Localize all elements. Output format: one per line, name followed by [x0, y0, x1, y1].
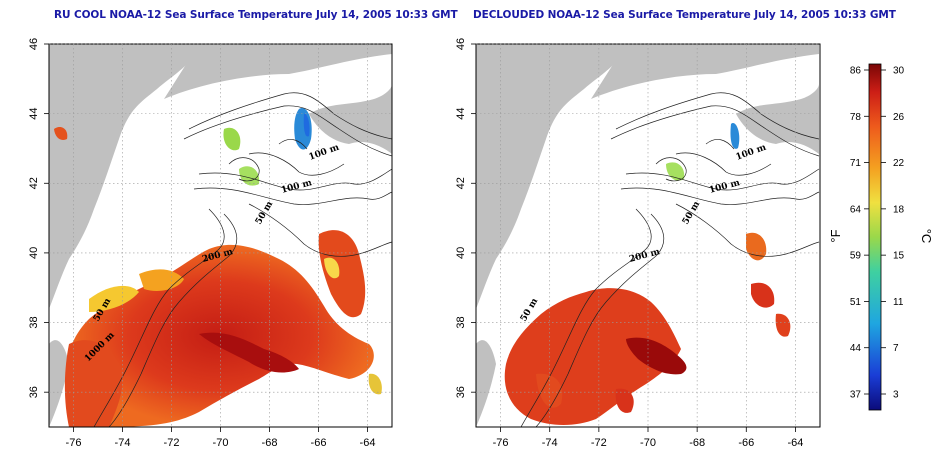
colorbar-c-label: 22	[893, 158, 905, 169]
y-tick-label: 40	[28, 247, 40, 259]
colorbar-f-label: 78	[850, 112, 862, 123]
right-panel-title: DECLOUDED NOAA-12 Sea Surface Temperatur…	[473, 9, 896, 21]
colorbar-c-label: 30	[893, 66, 905, 77]
colorbar-c-label: 7	[893, 343, 899, 354]
x-tick-label: -64	[360, 437, 376, 449]
graticule-grid	[49, 43, 820, 427]
colorbar-f-label: 71	[850, 158, 862, 169]
y-tick-label: 38	[28, 316, 40, 328]
x-tick-label: -76	[493, 437, 509, 449]
colorbar-f-label: 64	[850, 204, 862, 215]
y-tick-label: 44	[28, 108, 40, 120]
x-tick-label: -72	[164, 437, 180, 449]
y-tick-label: 40	[455, 247, 467, 259]
x-tick-label: -68	[262, 437, 278, 449]
colorbar-f-label: 51	[850, 297, 862, 308]
colorbar-c-label: 18	[893, 204, 905, 215]
x-tick-label: -68	[689, 437, 705, 449]
x-tick-label: -70	[213, 437, 229, 449]
x-tick-label: -76	[66, 437, 82, 449]
y-tick-label: 46	[455, 38, 467, 50]
colorbar-f-label: 44	[850, 343, 862, 354]
colorbar-c-label: 15	[893, 251, 905, 262]
x-tick-label: -66	[738, 437, 754, 449]
y-tick-label: 46	[28, 38, 40, 50]
x-tick-label: -64	[787, 437, 803, 449]
x-tick-label: -72	[591, 437, 607, 449]
fahrenheit-unit-label: °F	[828, 229, 843, 242]
y-tick-label: 42	[28, 177, 40, 189]
colorbar-ticks: 86 30 78 26 71 22 64 18 59 15 51 11 44 7 37 3	[850, 66, 905, 401]
celsius-unit-label: °C	[919, 229, 934, 244]
x-tick-label: -66	[311, 437, 327, 449]
y-tick-label: 42	[455, 177, 467, 189]
left-panel-title: RU COOL NOAA-12 Sea Surface Temperature …	[54, 9, 458, 21]
left-map-panel: 100 m 100 m 50 m 200 m 50 m 1000 m	[48, 43, 393, 428]
x-tick-label: -70	[640, 437, 656, 449]
y-tick-label: 36	[455, 386, 467, 398]
y-tick-label: 36	[28, 386, 40, 398]
colorbar-c-label: 11	[893, 297, 904, 308]
colorbar-f-label: 37	[850, 390, 862, 401]
axis-ticks: -76 -74 -72 -70 -68 -66 -64 46 44 42 40 38 36 -76 -74 -…	[28, 38, 803, 449]
y-tick-label: 38	[455, 316, 467, 328]
colorbar-c-label: 3	[893, 390, 899, 401]
y-tick-label: 44	[455, 108, 467, 120]
colorbar-f-label: 86	[850, 66, 862, 77]
colorbar-f-label: 59	[850, 251, 862, 262]
x-tick-label: -74	[542, 437, 558, 449]
colorbar-c-label: 26	[893, 112, 905, 123]
x-tick-label: -74	[115, 437, 131, 449]
colorbar-gradient	[868, 63, 882, 411]
colorbar: 86 30 78 26 71 22 64 18 59 15 51 11 44 7 37 3 °F °C	[828, 63, 934, 411]
